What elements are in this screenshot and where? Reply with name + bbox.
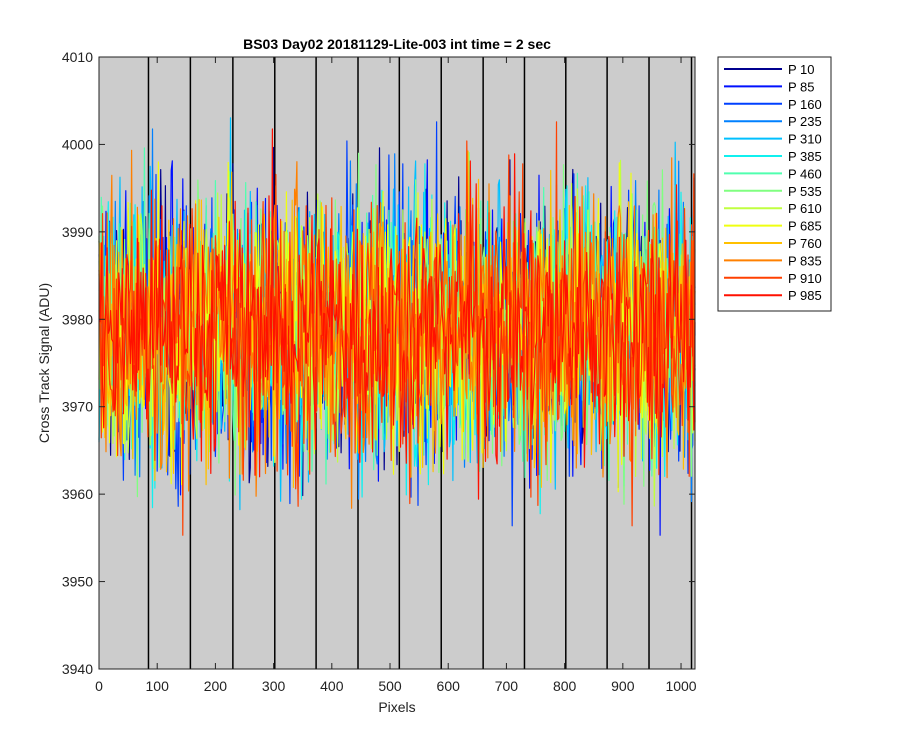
x-tick-label: 300 <box>262 678 286 694</box>
y-axis-label: Cross Track Signal (ADU) <box>36 283 52 443</box>
y-tick-label: 4000 <box>62 136 93 152</box>
x-tick-label: 800 <box>553 678 577 694</box>
y-tick-label: 3960 <box>62 486 93 502</box>
x-tick-label: 0 <box>95 678 103 694</box>
x-tick-label: 500 <box>378 678 402 694</box>
legend-item-label: P 85 <box>788 79 815 94</box>
y-tick-label: 3950 <box>62 574 93 590</box>
y-tick-label: 3940 <box>62 661 93 677</box>
y-tick-label: 4010 <box>62 49 93 65</box>
x-tick-label: 200 <box>204 678 228 694</box>
legend-item-label: P 460 <box>788 166 822 181</box>
y-axis: 3940 3950 3960 3970 3980 3990 4000 4010 <box>62 49 695 677</box>
x-tick-label: 1000 <box>665 678 696 694</box>
legend: P 10 P 85 P 160 P 235 P 310 P 385 P 460 P 535 P … <box>717 56 832 312</box>
chart-title: BS03 Day02 20181129-Lite-003 int time = … <box>243 36 551 52</box>
x-tick-label: 900 <box>611 678 635 694</box>
series-line <box>98 128 696 500</box>
x-tick-label: 700 <box>495 678 519 694</box>
legend-item-label: P 910 <box>788 271 822 286</box>
legend-item-label: P 385 <box>788 149 822 164</box>
legend-item-label: P 235 <box>788 114 822 129</box>
y-tick-label: 3990 <box>62 224 93 240</box>
y-tick-label: 3970 <box>62 399 93 415</box>
legend-box <box>717 56 832 312</box>
y-tick-label: 3980 <box>62 311 93 327</box>
legend-item-label: P 535 <box>788 184 822 199</box>
legend-item-label: P 610 <box>788 201 822 216</box>
plot-frame <box>98 56 696 670</box>
x-tick-label: 100 <box>146 678 170 694</box>
legend-item-label: P 310 <box>788 132 822 147</box>
legend-item-label: P 10 <box>788 62 815 77</box>
x-axis-label: Pixels <box>378 699 415 715</box>
legend-item-label: P 760 <box>788 236 822 251</box>
series-traces <box>98 117 696 536</box>
x-tick-label: 600 <box>437 678 461 694</box>
legend-item-label: P 160 <box>788 97 822 112</box>
legend-item-label: P 835 <box>788 253 822 268</box>
legend-item-label: P 685 <box>788 219 822 234</box>
legend-item-label: P 985 <box>788 288 822 303</box>
x-tick-label: 400 <box>320 678 344 694</box>
x-axis: 0 100 200 300 400 500 600 700 800 900 1000 <box>95 57 697 694</box>
